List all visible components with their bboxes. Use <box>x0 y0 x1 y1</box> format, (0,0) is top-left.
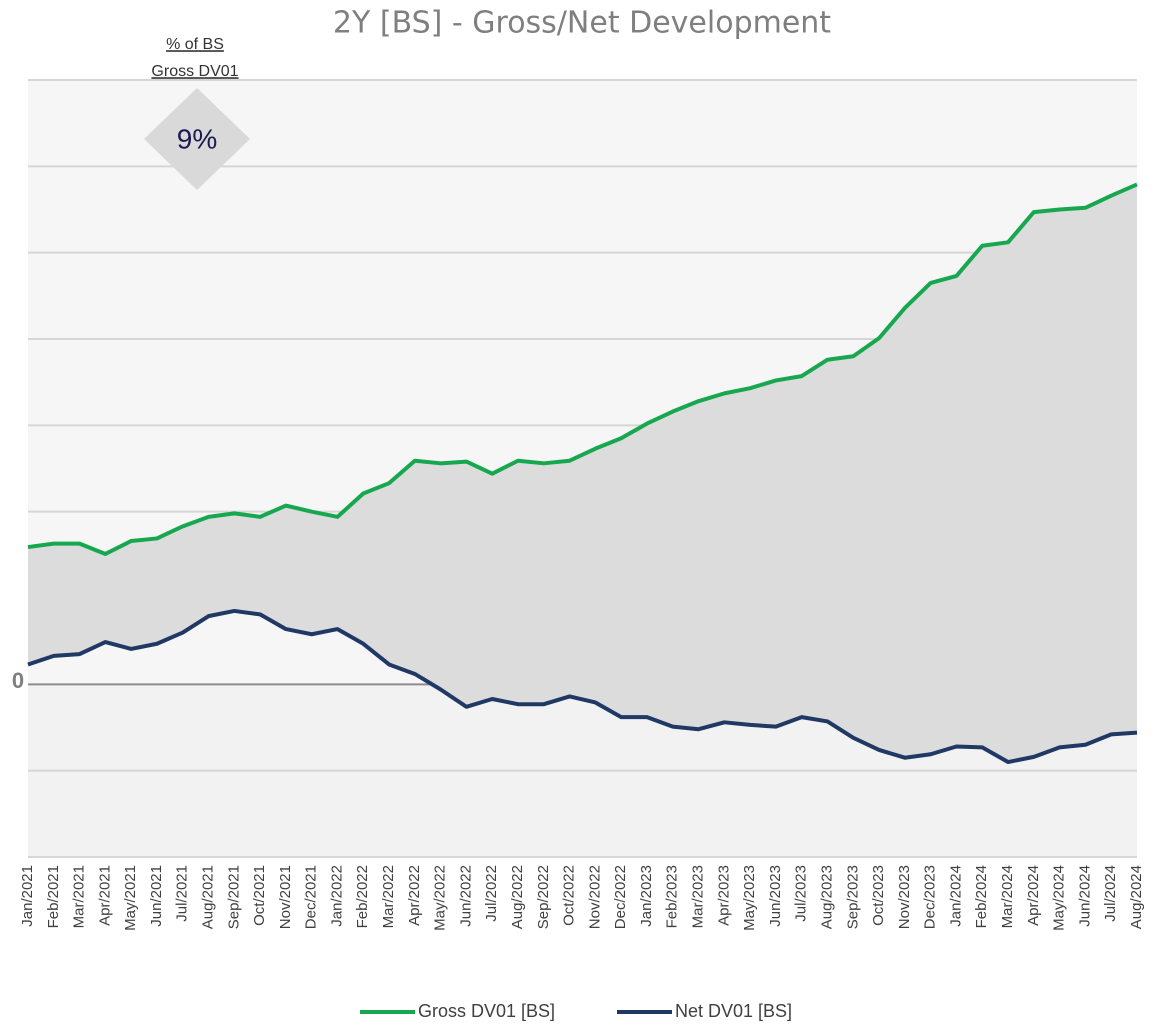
x-tick-label: Feb/2024 <box>973 865 990 928</box>
x-tick-label: Mar/2022 <box>380 865 397 928</box>
x-tick-label: Sep/2021 <box>225 865 242 929</box>
x-tick-label: Oct/2021 <box>251 865 268 926</box>
x-tick-label: Feb/2022 <box>354 865 371 928</box>
x-tick-label: Jun/2023 <box>767 865 784 927</box>
x-tick-label: Jan/2022 <box>328 865 345 927</box>
badge-label: % of BS <box>166 36 224 53</box>
legend-label: Net DV01 [BS] <box>675 1001 792 1021</box>
x-tick-label: Jun/2022 <box>457 865 474 927</box>
x-tick-label: Apr/2021 <box>96 865 113 926</box>
x-tick-label: Feb/2023 <box>664 865 681 928</box>
legend-label: Gross DV01 [BS] <box>418 1001 555 1021</box>
x-tick-label: Apr/2023 <box>715 865 732 926</box>
x-tick-label: May/2023 <box>741 865 758 931</box>
x-tick-label: Nov/2022 <box>586 865 603 929</box>
x-tick-label: May/2024 <box>1051 865 1068 931</box>
x-tick-label: Aug/2024 <box>1128 865 1145 929</box>
x-tick-label: Sep/2022 <box>535 865 552 929</box>
x-tick-label: Jul/2023 <box>793 865 810 922</box>
x-tick-label: Jun/2021 <box>148 865 165 927</box>
spread-area <box>28 184 1137 763</box>
x-tick-label: Aug/2022 <box>509 865 526 929</box>
x-tick-label: Jul/2024 <box>1102 865 1119 922</box>
x-tick-label: Nov/2023 <box>896 865 913 929</box>
x-tick-label: May/2022 <box>432 865 449 931</box>
x-tick-label: Oct/2022 <box>561 865 578 926</box>
x-tick-label: Aug/2021 <box>200 865 217 929</box>
x-tick-label: Jan/2023 <box>638 865 655 927</box>
x-tick-label: May/2021 <box>122 865 139 931</box>
badge-label: Gross DV01 <box>151 63 238 80</box>
x-tick-label: Mar/2023 <box>690 865 707 928</box>
x-tick-label: Apr/2022 <box>406 865 423 926</box>
x-tick-label: Jan/2021 <box>19 865 36 927</box>
x-tick-label: Dec/2023 <box>922 865 939 929</box>
x-tick-label: Jun/2024 <box>1076 865 1093 927</box>
y-tick-label: 0 <box>12 668 24 693</box>
x-tick-label: Dec/2022 <box>612 865 629 929</box>
x-tick-label: Jul/2022 <box>483 865 500 922</box>
x-tick-label: Oct/2023 <box>870 865 887 926</box>
legend: Gross DV01 [BS] Net DV01 [BS] <box>360 1001 792 1021</box>
x-tick-label: Sep/2023 <box>844 865 861 929</box>
x-axis: Jan/2021 Feb/2021 Mar/2021 Apr/2021 May/2021… <box>19 865 1145 931</box>
x-tick-label: Mar/2021 <box>71 865 88 928</box>
series-line <box>27 182 1138 556</box>
series-line <box>27 608 1138 765</box>
x-tick-label: Aug/2023 <box>818 865 835 929</box>
x-tick-label: Apr/2024 <box>1025 865 1042 926</box>
badge-value: 9% <box>177 123 217 154</box>
lines <box>27 182 1138 765</box>
x-tick-label: Feb/2021 <box>45 865 62 928</box>
x-tick-label: Dec/2021 <box>303 865 320 929</box>
area-group <box>28 184 1137 763</box>
x-tick-label: Jul/2021 <box>174 865 191 922</box>
x-tick-label: Jan/2024 <box>947 865 964 927</box>
badge-diamond <box>144 88 250 190</box>
x-tick-label: Nov/2021 <box>277 865 294 929</box>
x-tick-label: Mar/2024 <box>999 865 1016 928</box>
chart-title: 2Y [BS] - Gross/Net Development <box>333 6 831 41</box>
